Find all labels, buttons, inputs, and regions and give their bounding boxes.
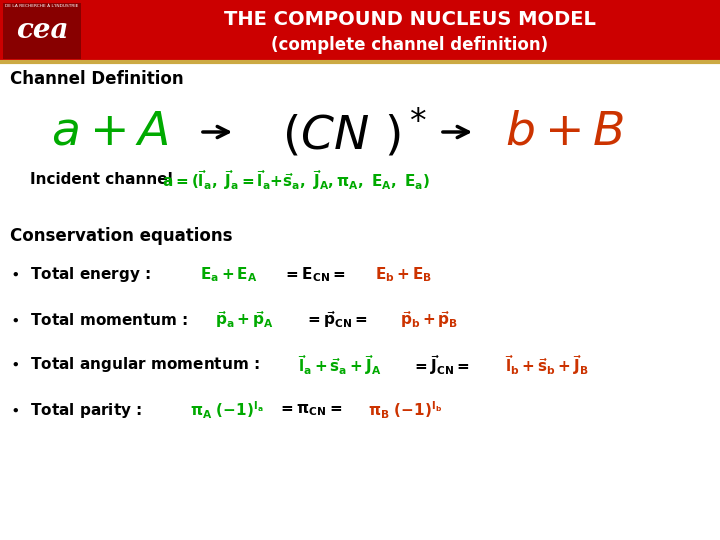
Text: $\mathbf{\vec{p}_a + \vec{p}_A}$: $\mathbf{\vec{p}_a + \vec{p}_A}$ [215, 309, 274, 330]
Text: (complete channel definition): (complete channel definition) [271, 36, 549, 53]
Text: Incident channel: Incident channel [30, 172, 178, 187]
Text: $a + A$: $a + A$ [51, 110, 169, 154]
Text: $\bullet$  Total momentum :: $\bullet$ Total momentum : [10, 312, 190, 328]
Text: $\bullet$  Total parity :: $\bullet$ Total parity : [10, 401, 144, 420]
Bar [0, 0, 720, 62]
Text: $\mathbf{= \vec{J}_{CN} =}$: $\mathbf{= \vec{J}_{CN} =}$ [412, 353, 470, 377]
Text: $\mathbf{\pi_B\ (-1)^{l_b}}$: $\mathbf{\pi_B\ (-1)^{l_b}}$ [368, 399, 442, 421]
Text: $\bullet$  Total energy :: $\bullet$ Total energy : [10, 266, 153, 285]
Text: $\mathbf{= E_{CN} =}$: $\mathbf{= E_{CN} =}$ [283, 266, 346, 285]
Text: $\mathbf{E_b + E_B}$: $\mathbf{E_b + E_B}$ [375, 266, 432, 285]
Text: Channel Definition: Channel Definition [10, 70, 184, 88]
Text: $\mathbf{\vec{l}_b + \vec{s}_b + \vec{J}_B}$: $\mathbf{\vec{l}_b + \vec{s}_b + \vec{J}… [505, 353, 588, 377]
Text: $b+B$: $b+B$ [505, 110, 625, 154]
Text: $\mathbf{\vec{l}_a + \vec{s}_a + \vec{J}_A}$: $\mathbf{\vec{l}_a + \vec{s}_a + \vec{J}… [298, 353, 382, 377]
Text: $\mathbf{= \pi_{CN} =}$: $\mathbf{= \pi_{CN} =}$ [278, 402, 342, 418]
Text: $\mathbf{a = (\vec{l}_a,\ \vec{J}_a{=}\vec{l}_a{+}\vec{s}_a,\ \vec{J}_A,\pi_A,\ : $\mathbf{a = (\vec{l}_a,\ \vec{J}_a{=}\v… [162, 168, 430, 192]
Text: $\mathbf{E_a + E_A}$: $\mathbf{E_a + E_A}$ [200, 266, 258, 285]
Text: $\mathbf{\vec{p}_b + \vec{p}_B}$: $\mathbf{\vec{p}_b + \vec{p}_B}$ [400, 309, 459, 330]
Text: $\bullet$  Total angular momentum :: $\bullet$ Total angular momentum : [10, 355, 261, 375]
Text: THE COMPOUND NUCLEUS MODEL: THE COMPOUND NUCLEUS MODEL [224, 10, 596, 29]
Text: $\mathbf{\pi_A\ (-1)^{l_a}}$: $\mathbf{\pi_A\ (-1)^{l_a}}$ [190, 399, 264, 421]
Text: Conservation equations: Conservation equations [10, 227, 233, 245]
Text: cea: cea [16, 17, 68, 44]
Text: $\mathbf{= \vec{p}_{CN} =}$: $\mathbf{= \vec{p}_{CN} =}$ [305, 309, 368, 330]
Text: DE LA RECHERCHE À L'INDUSTRIE: DE LA RECHERCHE À L'INDUSTRIE [5, 4, 78, 8]
Text: $(CN\ )^*$: $(CN\ )^*$ [282, 105, 428, 159]
Bar [3, 3, 81, 59]
